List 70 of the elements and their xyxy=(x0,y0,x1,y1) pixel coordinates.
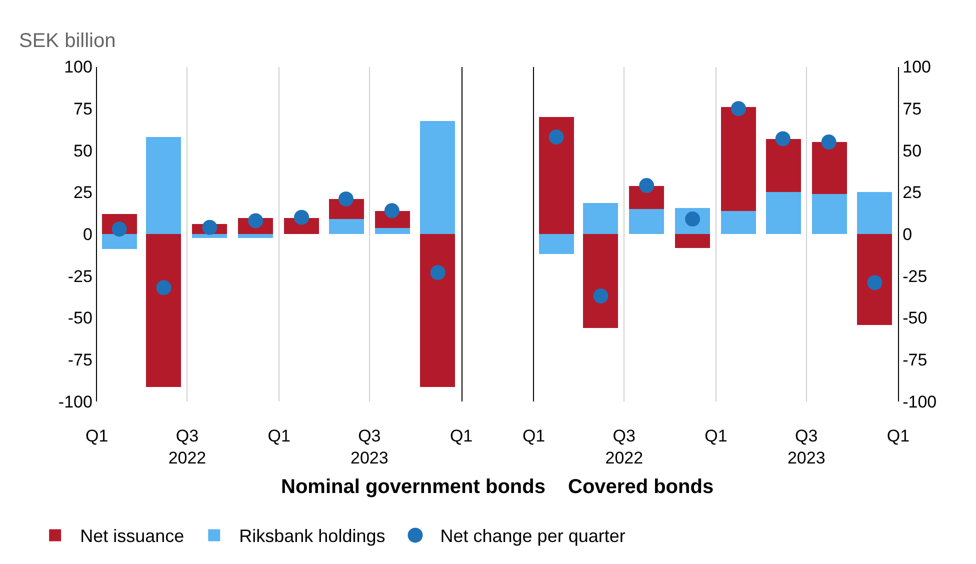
point xyxy=(156,280,172,296)
bar xyxy=(766,138,801,192)
y-axis-title: SEK billion xyxy=(19,30,116,52)
bar xyxy=(538,116,574,234)
y2-tick-label: -75 xyxy=(902,350,928,370)
x-tick-label: Q3 2023 xyxy=(350,426,388,468)
bar xyxy=(328,218,364,234)
bar xyxy=(812,194,847,234)
point xyxy=(294,210,310,225)
bar xyxy=(420,234,455,387)
y2-tick-label: 75 xyxy=(902,100,922,119)
x-axis-title: Covered bonds xyxy=(568,476,714,498)
y-tick-label: 75 xyxy=(74,100,92,119)
x-tick-label: Q1 xyxy=(268,426,290,446)
y-tick-label: -100 xyxy=(58,392,92,412)
x-tick-label: Q1 xyxy=(522,426,546,446)
y-tick-label: -50 xyxy=(68,308,92,328)
point xyxy=(867,275,882,290)
point xyxy=(821,134,836,150)
bar xyxy=(582,234,618,328)
y-tick-label: -75 xyxy=(68,350,92,370)
y2-tick-label: 100 xyxy=(902,58,931,77)
point xyxy=(775,131,790,146)
y-tick-label: -25 xyxy=(68,266,92,286)
y2-tick-label: 50 xyxy=(902,141,922,160)
legend-label: Net change per quarter xyxy=(440,526,626,546)
bar xyxy=(192,234,227,238)
bar xyxy=(720,106,756,211)
x-axis-title: Nominal government bonds xyxy=(281,476,546,498)
y2-tick-label: 25 xyxy=(902,183,922,202)
bar xyxy=(538,234,574,254)
bar xyxy=(766,192,801,234)
point xyxy=(639,178,654,194)
point xyxy=(202,220,218,235)
legend-label: Riksbank holdings xyxy=(239,526,386,546)
y-tick-label: 0 xyxy=(82,225,92,244)
y2-tick-label: -50 xyxy=(902,308,928,328)
bar xyxy=(856,234,892,325)
x-tick-label: Q1 xyxy=(704,426,728,446)
y-tick-label: 50 xyxy=(74,141,92,160)
bar xyxy=(374,228,410,234)
point xyxy=(430,265,446,280)
bar xyxy=(582,202,618,234)
x-tick-label: Q3 2022 xyxy=(605,426,644,468)
bar xyxy=(146,234,181,387)
legend-label: Net issuance xyxy=(80,526,184,546)
point xyxy=(548,130,564,145)
bar xyxy=(628,208,664,234)
bar xyxy=(146,136,181,234)
y-tick-label: 25 xyxy=(74,183,92,202)
point xyxy=(338,191,354,206)
y-tick-label: 100 xyxy=(64,58,92,77)
x-tick-label: Q3 2022 xyxy=(168,426,206,468)
x-tick-label: Q1 xyxy=(86,426,108,446)
y2-tick-label: 0 xyxy=(902,225,912,244)
x-tick-label: Q1 xyxy=(886,426,910,446)
bar xyxy=(102,234,137,249)
bar xyxy=(674,234,710,248)
bar xyxy=(856,192,892,234)
point xyxy=(730,101,746,116)
point xyxy=(593,288,608,304)
bar xyxy=(812,142,847,194)
bar xyxy=(720,210,756,234)
x-tick-label: Q3 2023 xyxy=(787,426,826,468)
bar xyxy=(238,234,273,238)
y2-tick-label: -100 xyxy=(902,392,937,412)
y2-tick-label: -25 xyxy=(902,266,928,286)
bar xyxy=(420,120,455,234)
point xyxy=(384,203,400,218)
x-tick-label: Q1 xyxy=(450,426,473,446)
